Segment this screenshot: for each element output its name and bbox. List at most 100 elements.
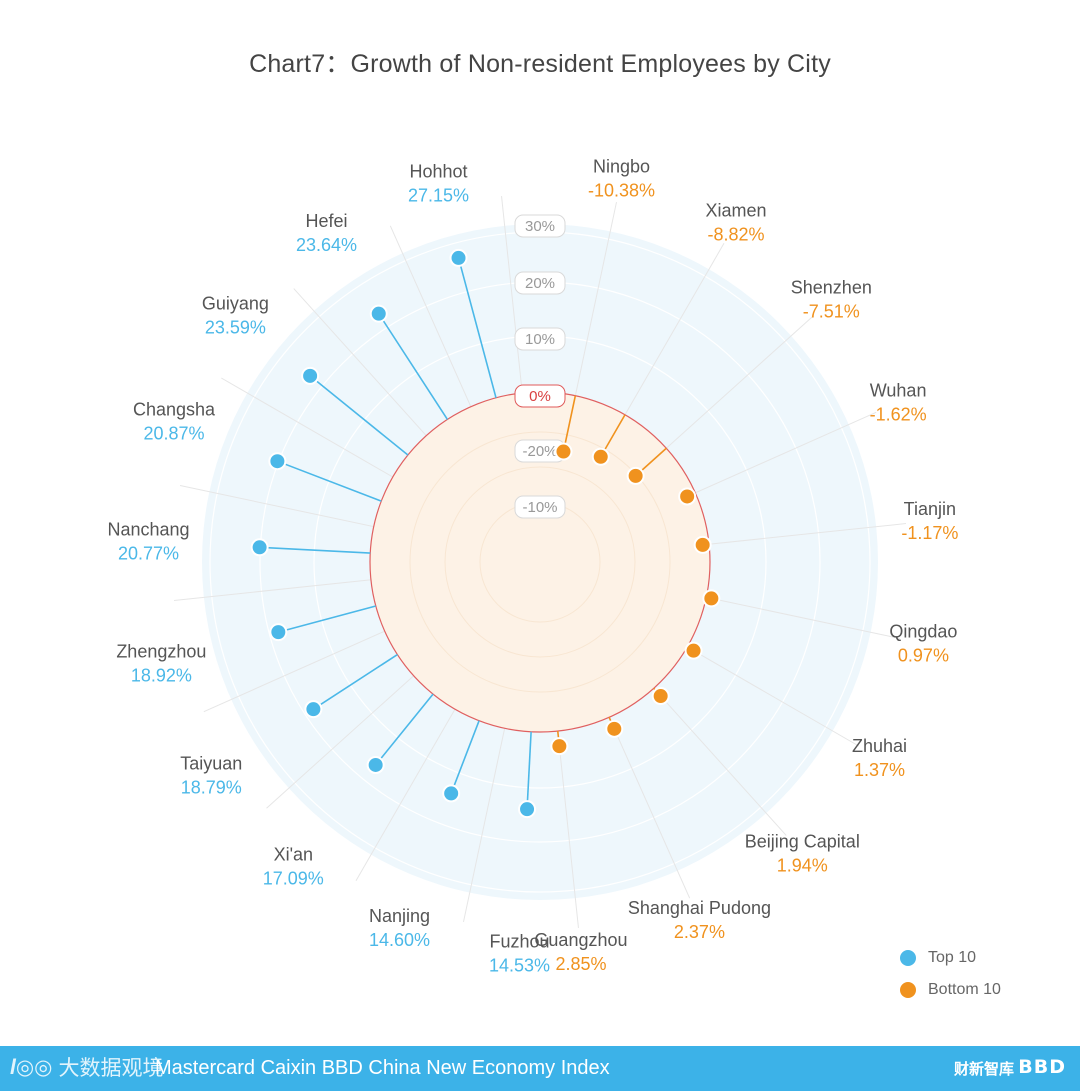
radial-chart: 30% 20% 10% 0% -20% -10% Hohhot 27.15% Hefei 23.6… [107,157,958,976]
bottom10-city-label: Shanghai Pudong [628,898,771,918]
top10-stem [277,460,382,502]
inner-grid-ring-1 [444,466,636,658]
watermark-logo: l◎◎ 大数据观境 [10,1052,163,1082]
bottom10-city-label: Qingdao [889,622,957,642]
watermark-text: 大数据观境 [58,1057,164,1080]
bottom10-point [684,641,703,660]
top10-city-label: Hefei [305,211,347,231]
legend-item-top[interactable]: Top 10 [900,942,1001,974]
axis-tick-label: 30% [525,218,555,235]
top10-city-label: Fuzhou [489,931,549,951]
top10-value-label: 23.59% [205,317,266,337]
bottom10-city-label: Guangzhou [534,930,627,950]
watermark-icon: l◎◎ [10,1055,53,1079]
top10-stem [450,720,480,794]
top10-city-label: Xi'an [274,845,313,865]
bottom10-city-label: Xiamen [705,201,766,221]
top10-point [269,623,288,642]
bottom10-city-label: Beijing Capital [745,831,860,851]
bottom10-value-label: 1.37% [854,760,905,780]
top10-value-label: 14.53% [489,955,550,975]
axis-tick-label: 0% [529,388,551,405]
bottom10-city-label: Tianjin [904,499,956,519]
top10-value-label: 18.92% [131,665,192,685]
bottom10-point [554,442,573,461]
bottom10-value-label: -1.62% [870,405,927,425]
bottom10-value-label: -1.17% [901,523,958,543]
axis-tick-label: -20% [522,443,557,460]
axis-label-pill [514,214,566,238]
bottom10-point [678,487,697,506]
top10-stem [309,375,409,456]
top10-stem [457,257,497,398]
bottom10-city-label: Shenzhen [791,278,872,298]
bottom10-stem [562,395,577,452]
footer-brand: Mastercard Caixin BBD China New Economy … [155,1057,610,1079]
axis-label-pill [514,384,566,408]
legend-label-top: Top 10 [928,949,977,966]
axis-tick-label: -10% [522,499,557,516]
top10-value-label: 20.77% [118,543,179,563]
top10-value-label: 27.15% [408,185,469,205]
bottom10-value-label: 0.97% [898,646,949,666]
bottom10-city-label: Zhuhai [852,736,907,756]
axis-tick-label: 10% [525,331,555,348]
top10-point [268,452,287,471]
top10-stem [378,313,449,420]
bottom10-point [693,535,712,554]
bottom10-city-label: Ningbo [593,157,650,177]
bottom10-value-label: -10.38% [588,181,655,201]
top10-city-label: Hohhot [410,161,468,181]
axis-label-pill [514,327,566,351]
top10-city-label: Nanjing [369,906,430,926]
legend-item-bottom[interactable]: Bottom 10 [900,974,1001,1006]
bottom10-point [605,719,624,738]
top10-point [301,366,320,385]
top10-value-label: 23.64% [296,235,357,255]
top10-point [449,248,468,267]
bottom10-value-label: -8.82% [707,225,764,245]
top10-stem [375,693,434,766]
top10-city-label: Nanchang [107,519,189,539]
top10-stem [259,546,371,554]
inner-grid-ring-0 [409,431,671,693]
top10-city-label: Zhengzhou [116,641,206,661]
top10-point [304,700,323,719]
bottom10-point [591,447,610,466]
top10-value-label: 17.09% [263,869,324,889]
bottom10-value-label: -7.51% [803,302,860,322]
bottom10-value-label: 1.94% [777,855,828,875]
top10-value-label: 20.87% [144,424,205,444]
bottom10-value-label: 2.85% [555,954,606,974]
bottom10-point [550,737,569,756]
caixin-logo: 财新智库 [953,1061,1014,1078]
top10-city-label: Guiyang [202,293,269,313]
legend-label-bottom: Bottom 10 [928,981,1001,998]
top10-city-label: Taiyuan [180,753,242,773]
top10-point [369,304,388,323]
top10-stem [278,605,376,633]
axis-label-pill [514,495,566,519]
top10-stem [526,731,532,810]
top10-city-label: Changsha [133,400,216,420]
top10-value-label: 18.79% [181,777,242,797]
axis-tick-label: 20% [525,275,555,292]
footer-bar: l◎◎ 大数据观境 Mastercard Caixin BBD China Ne… [0,1046,1080,1091]
top10-point [518,800,537,819]
bottom10-point [702,589,721,608]
top10-point [442,784,461,803]
legend-swatch-bottom [900,982,916,998]
legend-swatch-top [900,950,916,966]
bottom10-value-label: 2.37% [674,922,725,942]
axis-label-pill [514,271,566,295]
top10-point [250,538,269,557]
bottom10-point [626,466,645,485]
top10-stem [312,653,398,710]
top10-point [366,755,385,774]
bottom10-point [651,687,670,706]
legend: Top 10 Bottom 10 [900,942,1001,1006]
bbd-logo: BBD [1018,1056,1066,1078]
top10-value-label: 14.60% [369,930,430,950]
bottom10-city-label: Wuhan [870,381,927,401]
chart-title: Chart7：Growth of Non-resident Employees … [249,50,831,78]
